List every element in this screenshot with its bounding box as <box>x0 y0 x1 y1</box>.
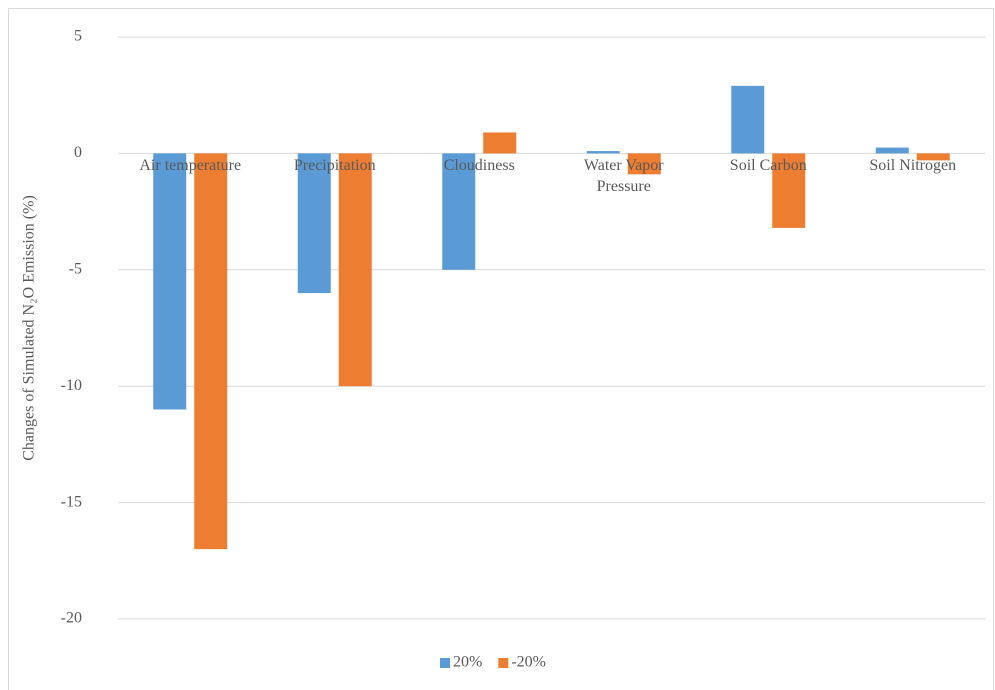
x-tick-label: Cloudiness <box>443 157 515 175</box>
bar <box>153 153 187 410</box>
y-tick-label: -10 <box>61 377 82 394</box>
bar <box>772 153 806 228</box>
y-tick-label: 5 <box>74 28 82 45</box>
bar <box>442 153 476 270</box>
y-tick-label: -15 <box>61 493 82 510</box>
x-tick-label: Soil Nitrogen <box>869 157 957 175</box>
bar <box>875 147 909 154</box>
legend-swatch <box>498 658 509 668</box>
bar <box>194 153 228 550</box>
x-tick-label: Soil Carbon <box>729 157 807 175</box>
bar <box>731 85 765 154</box>
bar <box>916 153 950 161</box>
x-tick-label: Air temperature <box>139 157 242 175</box>
legend-swatch <box>440 658 450 668</box>
chart-border <box>8 8 994 690</box>
x-tick-label: Precipitation <box>293 157 376 175</box>
y-axis-title: Changes of Simulated N₂O Emission (%) <box>21 195 38 461</box>
x-tick-label: Water Vapor Pressure <box>583 157 664 196</box>
bar <box>338 153 372 387</box>
y-tick-label: 0 <box>74 144 82 161</box>
legend-label: -20% <box>511 654 546 671</box>
bar <box>483 132 517 154</box>
bar <box>627 153 661 175</box>
bar <box>586 151 620 154</box>
legend-label: 20% <box>453 654 482 671</box>
y-tick-label: -5 <box>69 260 82 277</box>
y-tick-label: -20 <box>61 610 82 627</box>
bar <box>297 153 331 294</box>
